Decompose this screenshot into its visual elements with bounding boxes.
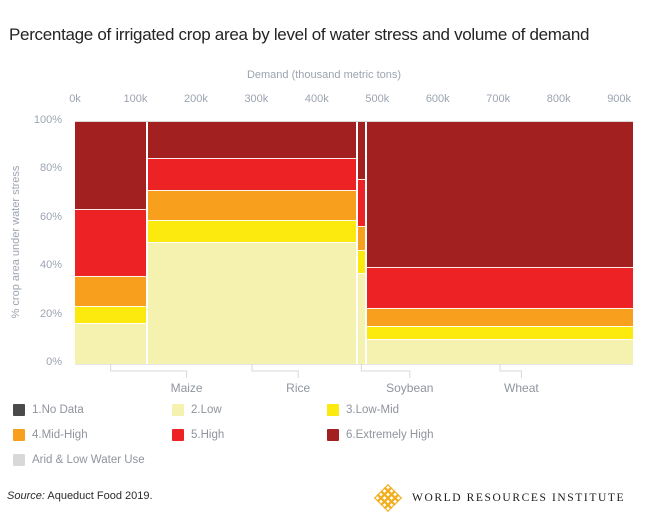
legend-label: 6.Extremely High xyxy=(346,429,434,441)
legend-swatch xyxy=(13,404,25,416)
legend-swatch xyxy=(13,454,25,466)
source-label: Source: xyxy=(7,490,45,502)
y-tick-label: 60% xyxy=(39,210,62,223)
chart-title: Percentage of irrigated crop area by lev… xyxy=(9,25,590,44)
bar-segment-wheat-2-low xyxy=(366,338,633,364)
bar-segment-maize-3-low-mid xyxy=(75,305,147,323)
legend-label: 3.Low-Mid xyxy=(346,404,400,416)
bar-segment-wheat-6-extremely-high xyxy=(366,122,633,268)
legend-swatch xyxy=(327,404,339,416)
crop-label-maize: Maize xyxy=(170,381,203,395)
bar-segment-rice-5-high xyxy=(148,158,356,190)
legend-item-6-extremely-high: 6.Extremely High xyxy=(327,429,434,441)
wri-logo-icon xyxy=(374,484,402,512)
legend-swatch xyxy=(327,429,339,441)
y-tick-label: 80% xyxy=(39,162,62,175)
legend-label: 4.Mid-High xyxy=(32,429,88,441)
legend-item-2-low: 2.Low xyxy=(172,404,222,416)
legend-swatch xyxy=(172,404,184,416)
x-tick-label: 700k xyxy=(486,93,511,105)
legend-item-3-low-mid: 3.Low-Mid xyxy=(327,404,399,416)
bar-segment-wheat-3-low-mid xyxy=(366,326,633,339)
connector-line xyxy=(251,364,299,378)
y-axis-title: % crop area under water stress xyxy=(10,165,22,319)
legend-item-5-high: 5.High xyxy=(172,429,224,441)
source-note: Source: Aqueduct Food 2019. xyxy=(7,490,153,502)
x-tick-label: 300k xyxy=(244,93,269,105)
bar-segment-soybean-4-mid-high xyxy=(357,226,365,251)
x-tick-label: 200k xyxy=(183,93,208,105)
legend-item-1-no-data: 1.No Data xyxy=(13,404,84,416)
bar-rice xyxy=(148,122,356,364)
connector-line xyxy=(499,364,522,378)
plot-area xyxy=(75,121,633,365)
legend-swatch xyxy=(172,429,184,441)
x-tick-label: 500k xyxy=(365,93,390,105)
x-tick-label: 400k xyxy=(304,93,329,105)
x-tick-label: 100k xyxy=(123,93,148,105)
bar-segment-soybean-6-extremely-high xyxy=(357,122,365,179)
bar-segment-maize-4-mid-high xyxy=(75,275,147,306)
legend-label: 5.High xyxy=(191,429,225,441)
bar-wheat xyxy=(366,122,633,364)
bar-segment-rice-2-low xyxy=(148,241,356,364)
x-tick-label: 0k xyxy=(69,93,81,105)
source-text: Aqueduct Food 2019. xyxy=(44,490,153,502)
crop-label-wheat: Wheat xyxy=(504,381,539,395)
wri-logo-text: WORLD RESOURCES INSTITUTE xyxy=(412,492,626,504)
crop-label-rice: Rice xyxy=(286,381,311,395)
x-tick-label: 800k xyxy=(546,93,571,105)
y-tick-label: 20% xyxy=(39,307,62,320)
x-tick-label: 600k xyxy=(425,93,450,105)
bar-segment-rice-3-low-mid xyxy=(148,220,356,242)
x-axis-title: Demand (thousand metric tons) xyxy=(246,69,402,81)
bar-segment-soybean-2-low xyxy=(357,273,365,364)
bar-segment-soybean-5-high xyxy=(357,178,365,227)
wri-logo: WORLD RESOURCES INSTITUTE xyxy=(374,484,625,512)
bar-segment-wheat-5-high xyxy=(366,267,633,309)
crop-label-soybean: Soybean xyxy=(386,381,434,395)
legend-label: 2.Low xyxy=(191,404,222,416)
legend-item-4-mid-high: 4.Mid-High xyxy=(13,429,88,441)
bar-soybean xyxy=(357,122,365,364)
y-tick-label: 40% xyxy=(39,259,62,272)
bar-segment-wheat-4-mid-high xyxy=(366,308,633,327)
legend-swatch xyxy=(13,429,25,441)
bar-segment-maize-2-low xyxy=(75,322,147,364)
bar-segment-rice-6-extremely-high xyxy=(148,122,356,159)
bar-segment-maize-5-high xyxy=(75,209,147,276)
crop-label-connectors xyxy=(110,364,522,378)
legend-item-arid-low-water-use: Arid & Low Water Use xyxy=(13,454,145,466)
x-tick-label: 900k xyxy=(607,93,632,105)
bar-maize xyxy=(75,122,147,364)
bar-segment-maize-6-extremely-high xyxy=(75,122,147,210)
legend-label: 1.No Data xyxy=(32,404,84,416)
bar-segment-soybean-3-low-mid xyxy=(357,250,365,274)
connector-line xyxy=(360,364,411,378)
connector-line xyxy=(110,364,188,378)
y-tick-label: 100% xyxy=(33,114,62,126)
legend-label: Arid & Low Water Use xyxy=(32,454,145,466)
bar-segment-rice-4-mid-high xyxy=(148,189,356,220)
y-tick-label: 0% xyxy=(46,356,62,368)
